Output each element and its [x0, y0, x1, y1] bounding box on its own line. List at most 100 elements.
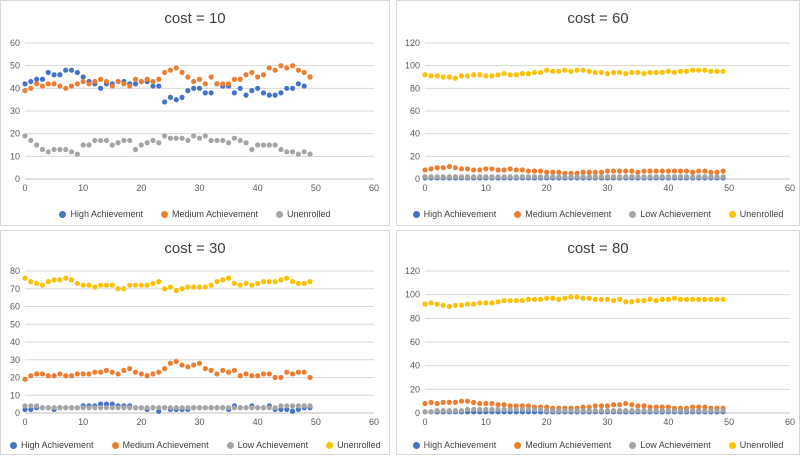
- data-point-unenrolled: [260, 279, 267, 285]
- data-point-medium: [464, 398, 471, 404]
- data-point-high: [284, 85, 290, 91]
- data-point-medium: [278, 374, 284, 381]
- y-tick-label: 80: [410, 313, 420, 323]
- legend-label: Medium Achievement: [122, 440, 209, 450]
- data-point-low: [623, 174, 629, 180]
- data-point-medium: [138, 371, 144, 377]
- data-point-medium: [641, 403, 647, 409]
- data-point-low: [635, 174, 641, 180]
- data-point-medium: [34, 371, 40, 377]
- data-point-unenrolled: [544, 67, 550, 73]
- data-point-unenrolled: [80, 282, 86, 288]
- data-point-low: [289, 149, 296, 155]
- data-point-unenrolled: [720, 296, 726, 302]
- legend-item: Medium Achievement: [514, 209, 611, 219]
- data-point-low: [477, 174, 483, 180]
- data-point-low: [86, 142, 92, 148]
- data-point-low: [568, 174, 574, 180]
- data-point-medium: [255, 373, 261, 379]
- data-point-medium: [255, 74, 261, 80]
- data-point-low: [220, 405, 226, 411]
- data-point-medium: [495, 167, 501, 173]
- data-point-low: [537, 174, 544, 180]
- data-point-unenrolled: [683, 296, 690, 302]
- data-point-low: [45, 405, 51, 411]
- legend-label: Medium Achievement: [525, 209, 612, 219]
- data-point-medium: [249, 373, 255, 379]
- data-point-high: [63, 67, 69, 73]
- data-point-low: [592, 408, 598, 414]
- data-point-high: [98, 85, 104, 91]
- y-tick-label: 60: [10, 302, 20, 312]
- data-point-high: [162, 99, 168, 105]
- data-point-unenrolled: [623, 71, 629, 77]
- data-point-medium: [144, 76, 150, 82]
- data-point-medium: [690, 169, 696, 175]
- data-point-low: [677, 408, 684, 414]
- chart-legend: High Achievement Medium Achievement Unenro…: [1, 209, 389, 219]
- data-point-medium: [74, 81, 80, 87]
- y-tick-label: 120: [405, 266, 420, 276]
- chart-title: cost = 10: [164, 10, 226, 27]
- data-point-medium: [51, 81, 57, 87]
- data-point-medium: [489, 166, 495, 172]
- data-point-unenrolled: [671, 295, 678, 301]
- data-point-medium: [109, 83, 115, 89]
- x-tick-label: 0: [22, 417, 27, 427]
- data-point-low: [34, 403, 40, 409]
- data-point-unenrolled: [86, 282, 92, 288]
- data-point-low: [98, 405, 104, 411]
- data-point-medium: [610, 402, 617, 408]
- data-point-low: [22, 403, 28, 409]
- legend-label: High Achievement: [21, 440, 94, 450]
- data-point-low: [103, 137, 110, 144]
- data-point-medium: [446, 399, 452, 405]
- data-point-medium: [138, 78, 144, 85]
- data-point-unenrolled: [428, 300, 434, 306]
- chart-title: cost = 60: [567, 10, 629, 27]
- legend-marker-icon: [326, 442, 334, 449]
- data-point-low: [272, 405, 278, 411]
- data-point-unenrolled: [635, 69, 641, 76]
- data-point-high: [260, 90, 267, 96]
- data-point-low: [156, 405, 162, 411]
- data-point-low: [57, 405, 63, 411]
- data-point-medium: [471, 399, 477, 405]
- data-point-unenrolled: [156, 279, 162, 285]
- data-point-medium: [598, 169, 605, 175]
- data-point-medium: [519, 167, 525, 173]
- data-point-unenrolled: [208, 282, 214, 288]
- data-point-unenrolled: [278, 277, 284, 283]
- data-point-medium: [68, 83, 75, 89]
- data-point-low: [580, 174, 586, 180]
- data-point-medium: [653, 168, 659, 174]
- data-point-unenrolled: [214, 279, 220, 285]
- data-point-medium: [86, 371, 92, 377]
- data-point-unenrolled: [708, 68, 714, 74]
- data-point-medium: [604, 403, 611, 409]
- data-point-low: [422, 174, 428, 180]
- data-point-unenrolled: [501, 297, 507, 304]
- data-point-medium: [440, 399, 446, 405]
- data-point-medium: [214, 81, 220, 87]
- data-point-low: [208, 137, 214, 144]
- data-point-unenrolled: [629, 299, 635, 305]
- data-point-low: [598, 408, 605, 414]
- data-point-low: [477, 406, 483, 413]
- data-point-low: [220, 137, 226, 144]
- plot-area: 0 10 20 30 40 50 60 70 80 0 10 20 30 40 50 60: [10, 266, 379, 427]
- y-tick-label: 30: [10, 355, 20, 365]
- data-point-low: [550, 408, 556, 414]
- data-point-low: [260, 142, 267, 148]
- data-point-unenrolled: [138, 282, 144, 288]
- data-point-medium: [295, 67, 301, 73]
- chart-legend: High Achievement Medium Achievement Low Ac…: [1, 440, 389, 450]
- data-point-medium: [617, 168, 623, 174]
- data-point-low: [525, 174, 532, 180]
- data-point-medium: [80, 78, 86, 85]
- data-point-medium: [714, 169, 720, 175]
- data-point-medium: [696, 168, 702, 174]
- data-point-medium: [34, 81, 40, 87]
- data-point-medium: [301, 369, 307, 375]
- data-point-low: [671, 408, 678, 414]
